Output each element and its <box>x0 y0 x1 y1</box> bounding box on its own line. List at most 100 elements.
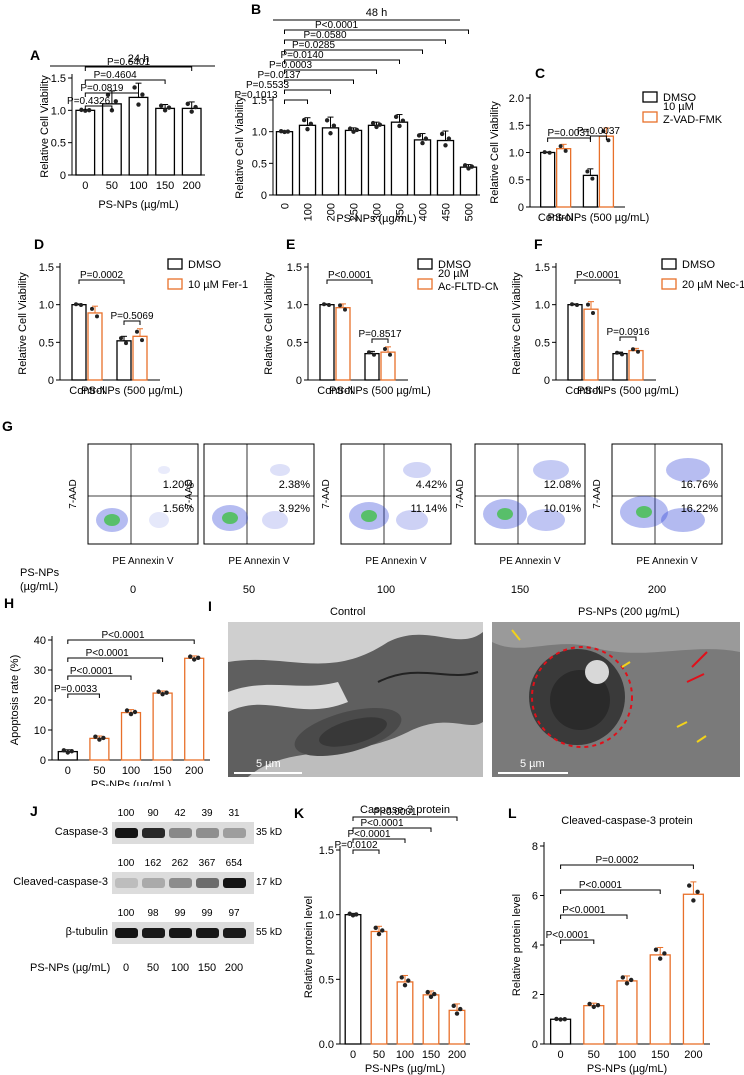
cell-cloud-early <box>149 512 169 528</box>
x-tick-label: Control <box>317 385 352 397</box>
x-tick-label: 0 <box>280 203 292 209</box>
p-value-label: P=0.0031 <box>547 128 591 139</box>
data-point <box>590 176 595 181</box>
significance-bracket <box>284 49 423 54</box>
blot-band <box>223 878 246 888</box>
em-treated-drawing <box>492 622 740 777</box>
bar <box>549 1018 572 1045</box>
blot-x-label: PS-NPs (µg/mL) <box>30 962 111 974</box>
data-point <box>653 947 659 952</box>
data-point <box>562 1016 567 1022</box>
flow-x-label: PE Annexin V <box>365 556 426 567</box>
significance-bracket <box>67 639 195 644</box>
quadrant-upper-right-value: 4.42% <box>416 479 447 491</box>
bar <box>598 135 615 208</box>
chart-title: Cleaved-caspase-3 protein <box>561 815 692 827</box>
data-point <box>140 92 145 97</box>
data-point <box>451 1003 456 1009</box>
significance-bracket <box>352 816 458 821</box>
data-point <box>691 898 696 903</box>
panel-label-j: J <box>30 803 38 819</box>
data-point <box>636 349 640 354</box>
y-tick-label: 1.0 <box>39 300 54 312</box>
bar <box>128 96 149 176</box>
significance-bracket <box>352 838 406 843</box>
p-value-label: P=0.0137 <box>257 70 301 81</box>
data-point <box>628 977 634 983</box>
legend-swatch-dmso <box>167 258 183 270</box>
x-tick-label: 200 <box>326 203 338 221</box>
panel-label: D <box>34 237 44 252</box>
data-point <box>132 85 137 90</box>
data-point <box>563 148 568 153</box>
bar <box>335 307 351 381</box>
p-value-label: P=0.0102 <box>334 840 378 851</box>
data-point <box>466 166 471 171</box>
data-point <box>595 1002 601 1008</box>
blot-band <box>115 828 138 838</box>
bar <box>132 335 148 381</box>
y-tick-label: 0 <box>48 375 54 387</box>
legend-swatch-treatment <box>167 278 183 290</box>
bar <box>612 352 628 381</box>
cell-cloud-early <box>527 509 565 531</box>
p-value-label: P<0.0001 <box>562 905 606 916</box>
y-axis-label: Relative Cell Viability <box>234 96 246 199</box>
flow-plot: 16.76% 16.22% 7-AAD PE Annexin V <box>588 440 726 572</box>
blot-size-marker: 35 kD <box>256 827 283 838</box>
band-intensity-value: 97 <box>228 908 240 919</box>
cell-cloud-early <box>396 510 428 530</box>
bar <box>396 981 414 1045</box>
blot-band <box>223 928 246 938</box>
data-point <box>393 114 399 120</box>
band-intensity-value: 100 <box>117 908 135 919</box>
data-point <box>74 302 78 307</box>
y-tick-label: 1.5 <box>252 95 267 107</box>
data-point <box>354 912 359 917</box>
panel-label: H <box>4 595 14 611</box>
band-intensity-value: 162 <box>144 858 162 869</box>
legend-label-dmso: DMSO <box>663 92 696 104</box>
p-value-label: P=0.0002 <box>595 855 639 866</box>
flow-concentration-label: 50 <box>242 584 256 596</box>
blot-band <box>169 928 192 938</box>
panel-label: L <box>508 805 517 821</box>
data-point <box>554 1016 559 1022</box>
p-value-label: P=0.8517 <box>358 329 402 340</box>
x-tick-label: 400 <box>418 203 430 221</box>
p-value-label: P<0.0001 <box>576 270 620 281</box>
significance-bracket <box>589 135 607 140</box>
data-point <box>620 352 624 357</box>
bar <box>370 930 388 1045</box>
data-point <box>377 122 383 127</box>
flow-plot-drawing: 4.42% 11.14% 7-AAD PE Annexin V <box>321 443 452 567</box>
band-intensity-value: 42 <box>174 808 186 819</box>
significance-bracket <box>560 864 694 869</box>
data-point <box>400 118 406 123</box>
chart-e: E 0 0.5 1.0 1.5 Relative Cell Viability Contro… <box>263 237 498 397</box>
x-tick-label: 0 <box>558 1049 564 1061</box>
data-point <box>558 144 563 149</box>
significance-bracket <box>84 92 139 97</box>
data-point <box>119 336 123 341</box>
significance-bracket <box>84 105 113 110</box>
significance-bracket <box>78 279 125 284</box>
y-tick-label: 0.5 <box>509 175 524 187</box>
data-point <box>278 129 284 134</box>
y-tick-label: 0.0 <box>319 1039 334 1051</box>
y-tick-label: 30 <box>34 665 46 677</box>
quadrant-upper-right-value: 16.76% <box>681 479 719 491</box>
data-point <box>195 655 201 661</box>
x-tick-label: 0 <box>65 765 71 777</box>
x-tick-label: 100 <box>396 1049 414 1061</box>
x-axis-label: PS-NPs (µg/mL) <box>587 1063 667 1075</box>
data-point <box>69 749 74 754</box>
data-point <box>282 129 287 135</box>
legend-label-treatment: 20 µM Nec-1 <box>682 279 744 291</box>
band-intensity-value: 31 <box>228 808 240 819</box>
x-tick-label: 200 <box>185 765 203 777</box>
y-tick-label: 0 <box>544 375 550 387</box>
data-point <box>462 163 468 168</box>
y-tick-label: 1.0 <box>319 910 334 922</box>
p-value-label: P<0.0001 <box>101 630 145 641</box>
